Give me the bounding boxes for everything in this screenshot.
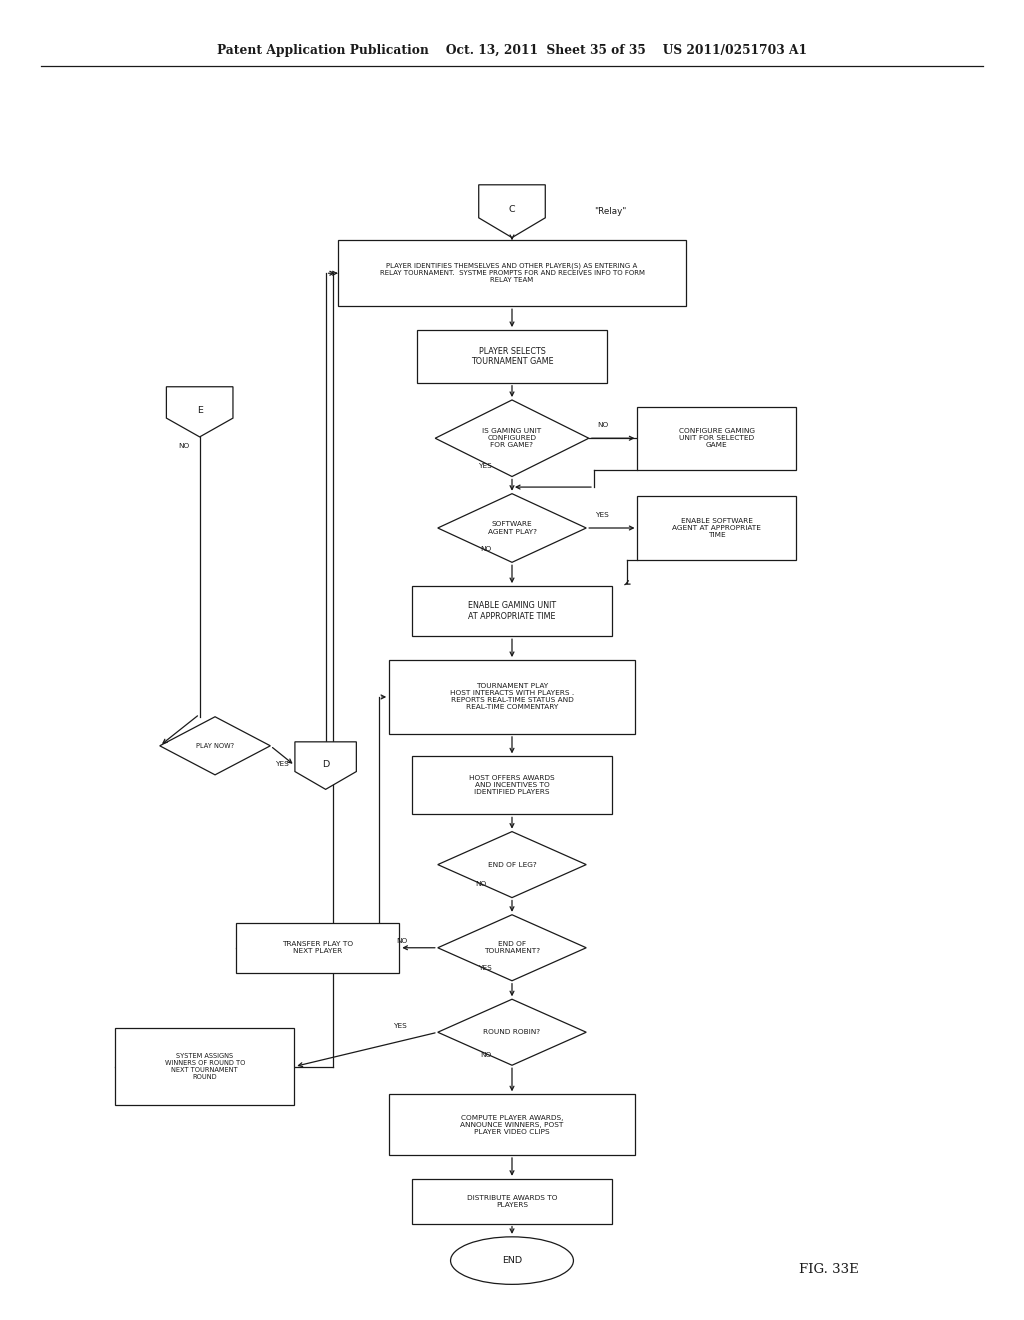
Text: YES: YES — [478, 463, 492, 469]
FancyBboxPatch shape — [338, 240, 686, 306]
Text: END OF LEG?: END OF LEG? — [487, 862, 537, 867]
Text: COMPUTE PLAYER AWARDS,
ANNOUNCE WINNERS, POST
PLAYER VIDEO CLIPS: COMPUTE PLAYER AWARDS, ANNOUNCE WINNERS,… — [461, 1114, 563, 1135]
Polygon shape — [160, 717, 270, 775]
Text: TRANSFER PLAY TO
NEXT PLAYER: TRANSFER PLAY TO NEXT PLAYER — [282, 941, 353, 954]
FancyBboxPatch shape — [418, 330, 606, 383]
Text: YES: YES — [393, 1023, 407, 1028]
Polygon shape — [166, 387, 233, 437]
Text: DISTRIBUTE AWARDS TO
PLAYERS: DISTRIBUTE AWARDS TO PLAYERS — [467, 1195, 557, 1208]
Text: NO: NO — [480, 546, 492, 552]
Text: NO: NO — [178, 444, 189, 449]
FancyBboxPatch shape — [389, 660, 635, 734]
FancyBboxPatch shape — [236, 923, 399, 973]
Text: NO: NO — [396, 939, 407, 944]
Polygon shape — [479, 185, 545, 238]
Text: D: D — [322, 760, 330, 770]
FancyBboxPatch shape — [637, 407, 797, 470]
FancyBboxPatch shape — [412, 1179, 611, 1224]
Text: HOST OFFERS AWARDS
AND INCENTIVES TO
IDENTIFIED PLAYERS: HOST OFFERS AWARDS AND INCENTIVES TO IDE… — [469, 775, 555, 796]
Text: ENABLE SOFTWARE
AGENT AT APPROPRIATE
TIME: ENABLE SOFTWARE AGENT AT APPROPRIATE TIM… — [673, 517, 761, 539]
Text: ENABLE GAMING UNIT
AT APPROPRIATE TIME: ENABLE GAMING UNIT AT APPROPRIATE TIME — [468, 602, 556, 620]
Text: PLAYER SELECTS
TOURNAMENT GAME: PLAYER SELECTS TOURNAMENT GAME — [471, 347, 553, 366]
Text: YES: YES — [275, 762, 289, 767]
Text: NO: NO — [475, 882, 486, 887]
Polygon shape — [438, 999, 586, 1065]
Text: END: END — [502, 1257, 522, 1265]
Polygon shape — [438, 915, 586, 981]
Text: NO: NO — [597, 422, 608, 428]
FancyBboxPatch shape — [412, 756, 611, 814]
Polygon shape — [438, 832, 586, 898]
Ellipse shape — [451, 1237, 573, 1284]
FancyBboxPatch shape — [412, 586, 611, 636]
Text: SYSTEM ASSIGNS
WINNERS OF ROUND TO
NEXT TOURNAMENT
ROUND: SYSTEM ASSIGNS WINNERS OF ROUND TO NEXT … — [165, 1053, 245, 1080]
Text: YES: YES — [478, 965, 492, 970]
Text: Patent Application Publication    Oct. 13, 2011  Sheet 35 of 35    US 2011/02517: Patent Application Publication Oct. 13, … — [217, 44, 807, 57]
Text: END OF
TOURNAMENT?: END OF TOURNAMENT? — [484, 941, 540, 954]
Polygon shape — [295, 742, 356, 789]
Text: SOFTWARE
AGENT PLAY?: SOFTWARE AGENT PLAY? — [487, 521, 537, 535]
Text: ROUND ROBIN?: ROUND ROBIN? — [483, 1030, 541, 1035]
Text: CONFIGURE GAMING
UNIT FOR SELECTED
GAME: CONFIGURE GAMING UNIT FOR SELECTED GAME — [679, 428, 755, 449]
FancyBboxPatch shape — [389, 1094, 635, 1155]
FancyBboxPatch shape — [116, 1028, 295, 1105]
Text: "Relay": "Relay" — [594, 207, 627, 215]
Text: YES: YES — [595, 512, 608, 517]
Text: IS GAMING UNIT
CONFIGURED
FOR GAME?: IS GAMING UNIT CONFIGURED FOR GAME? — [482, 428, 542, 449]
Text: FIG. 33E: FIG. 33E — [799, 1263, 858, 1276]
Text: PLAYER IDENTIFIES THEMSELVES AND OTHER PLAYER(S) AS ENTERING A
RELAY TOURNAMENT.: PLAYER IDENTIFIES THEMSELVES AND OTHER P… — [380, 263, 644, 284]
FancyBboxPatch shape — [637, 496, 797, 560]
Text: E: E — [197, 407, 203, 414]
Text: NO: NO — [480, 1052, 492, 1057]
Text: PLAY NOW?: PLAY NOW? — [196, 743, 234, 748]
Polygon shape — [438, 494, 586, 562]
Text: C: C — [509, 206, 515, 214]
Polygon shape — [435, 400, 589, 477]
Text: TOURNAMENT PLAY
HOST INTERACTS WITH PLAYERS .
REPORTS REAL-TIME STATUS AND
REAL-: TOURNAMENT PLAY HOST INTERACTS WITH PLAY… — [450, 684, 574, 710]
